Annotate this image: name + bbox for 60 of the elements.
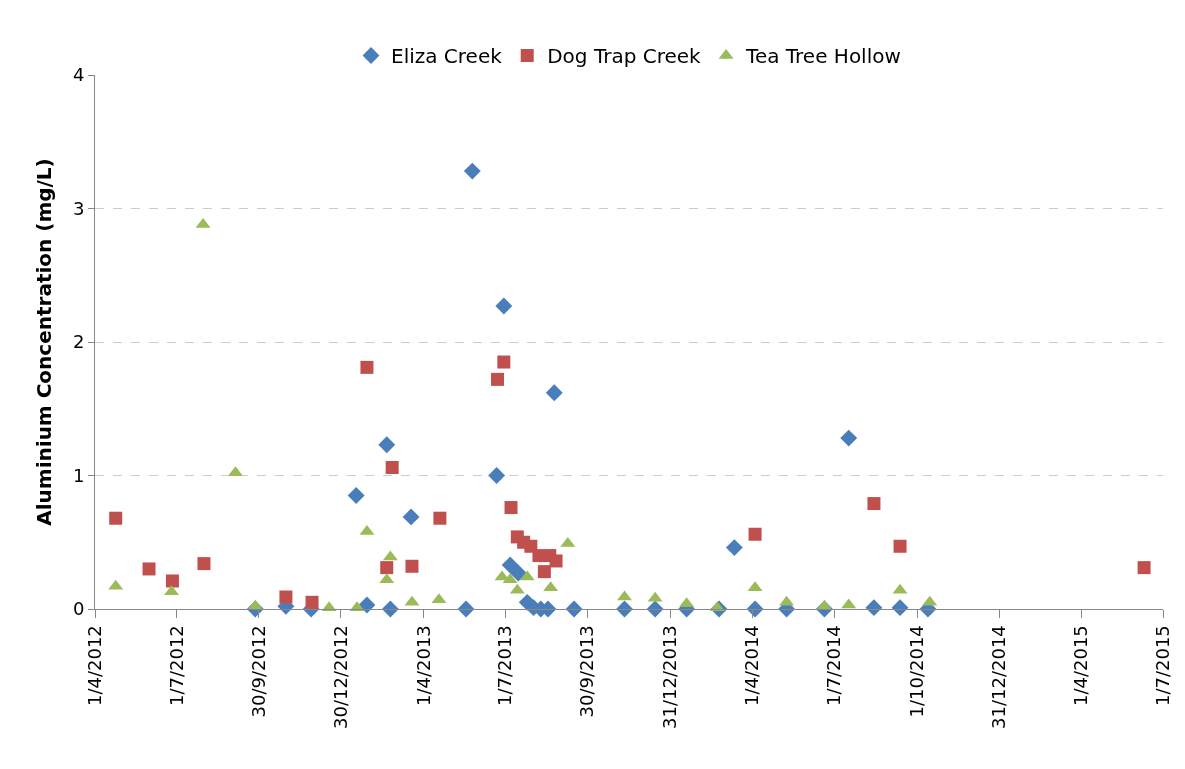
point xyxy=(725,539,743,557)
point xyxy=(378,436,396,454)
y-tick-label: 1 xyxy=(72,464,85,486)
point xyxy=(488,467,506,484)
point xyxy=(405,559,419,573)
point xyxy=(109,511,123,525)
y-tick-label: 2 xyxy=(72,331,85,353)
point xyxy=(380,561,394,575)
point xyxy=(840,429,858,447)
x-tick-label: 1/7/2015 xyxy=(1151,625,1173,707)
legend-label: Eliza Creek xyxy=(391,44,503,69)
x-tick-label: 1/4/2014 xyxy=(741,625,763,707)
x-tick-label: 30/9/2013 xyxy=(576,625,598,718)
point xyxy=(385,460,399,474)
point xyxy=(545,384,563,402)
point xyxy=(495,297,513,315)
x-tick-label: 1/4/2015 xyxy=(1069,625,1091,707)
x-tick-label: 30/9/2012 xyxy=(247,625,269,718)
x-tick-label: 1/7/2012 xyxy=(165,625,187,707)
point xyxy=(142,562,156,576)
y-tick-label: 4 xyxy=(72,64,85,86)
x-tick-label: 1/10/2014 xyxy=(906,625,928,718)
point xyxy=(381,600,399,618)
x-tick-label: 31/12/2014 xyxy=(987,625,1009,729)
point xyxy=(347,487,365,504)
point xyxy=(433,511,447,525)
x-tick-label: 1/7/2013 xyxy=(494,625,516,707)
point xyxy=(565,600,583,618)
x-tick-label: 1/4/2012 xyxy=(83,625,105,707)
point xyxy=(165,574,179,588)
point xyxy=(748,527,762,541)
y-tick-label: 0 xyxy=(72,598,85,620)
point xyxy=(501,556,519,574)
point xyxy=(549,554,563,568)
y-axis-title: Aluminium Concentration (mg/L) xyxy=(32,158,57,526)
point xyxy=(360,360,374,374)
point xyxy=(504,501,518,515)
x-tick-label: 31/12/2013 xyxy=(659,625,681,729)
point xyxy=(891,599,909,617)
x-tick-label: 1/7/2014 xyxy=(823,625,845,707)
point xyxy=(509,564,527,582)
point xyxy=(402,508,420,526)
y-tick-label: 3 xyxy=(72,197,85,219)
point xyxy=(867,497,881,511)
point xyxy=(358,596,376,614)
point xyxy=(491,372,505,386)
point xyxy=(305,595,319,609)
point xyxy=(463,162,481,180)
point xyxy=(197,557,211,571)
point xyxy=(893,539,907,553)
point xyxy=(537,565,551,579)
point xyxy=(457,600,475,618)
point xyxy=(497,355,511,369)
x-tick-label: 30/12/2012 xyxy=(329,625,351,729)
point xyxy=(1137,561,1151,575)
point xyxy=(865,599,883,617)
point xyxy=(279,590,293,604)
x-tick-label: 1/4/2013 xyxy=(412,625,434,707)
legend-label: Dog Trap Creek xyxy=(547,44,702,69)
legend-label: Tea Tree Hollow xyxy=(745,44,901,69)
